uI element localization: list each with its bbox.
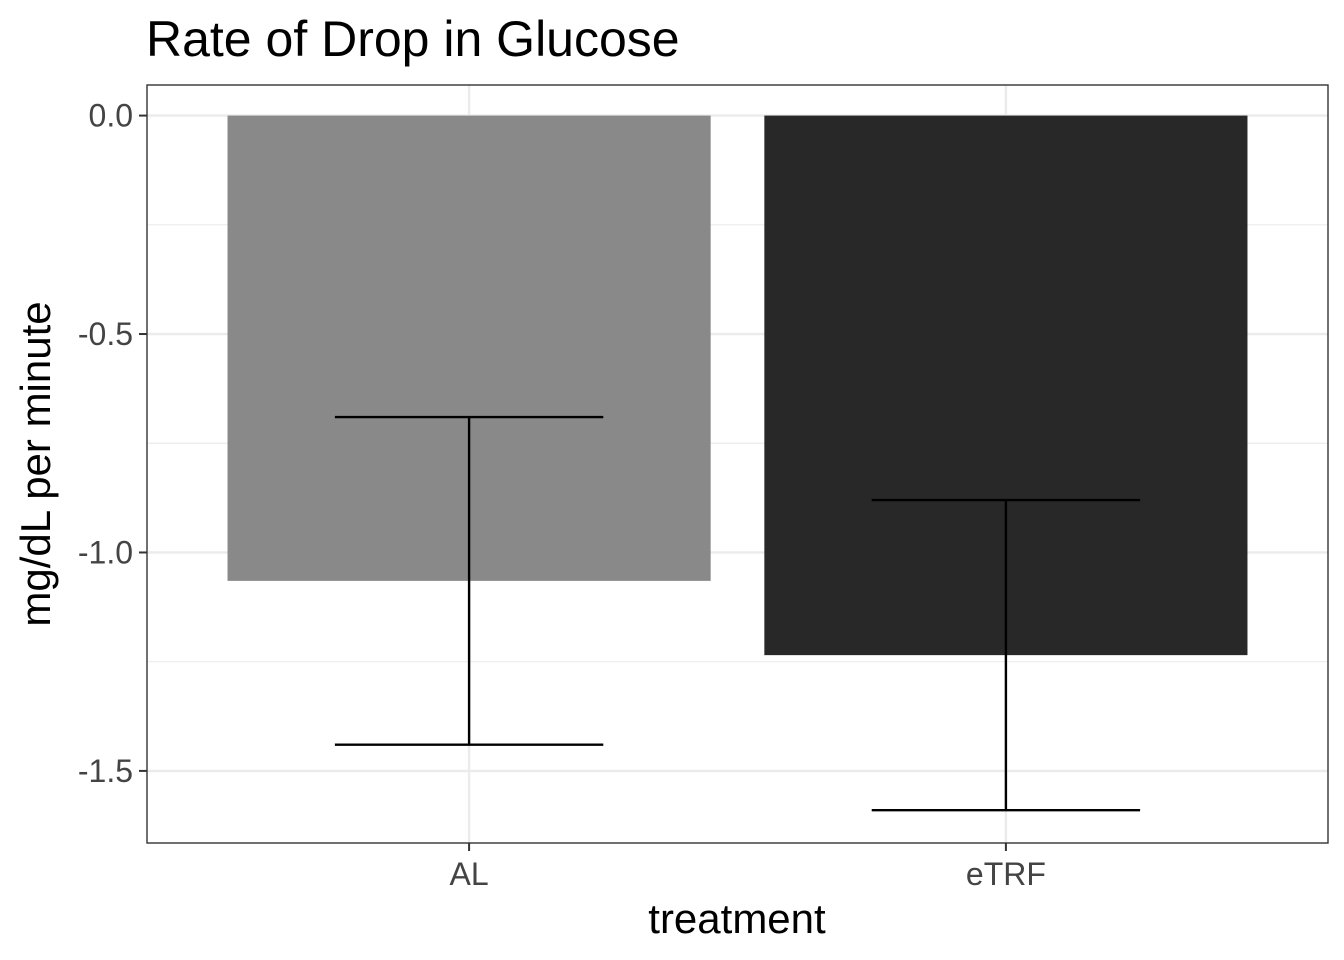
chart-title: Rate of Drop in Glucose (146, 11, 680, 67)
x-tick-label: AL (450, 856, 489, 892)
panel-border (146, 84, 1329, 844)
y-tick-label: -1.0 (78, 534, 133, 570)
y-tick-label: -0.5 (78, 316, 133, 352)
x-tick-label: eTRF (966, 856, 1046, 892)
y-axis-title: mg/dL per minute (12, 301, 59, 626)
y-tick-label: 0.0 (89, 98, 133, 134)
x-axis-title: treatment (648, 895, 826, 942)
y-tick-label: -1.5 (78, 753, 133, 789)
plot-panel: 0.0 -0.5 -1.0 -1.5 AL eTRF (78, 84, 1329, 892)
